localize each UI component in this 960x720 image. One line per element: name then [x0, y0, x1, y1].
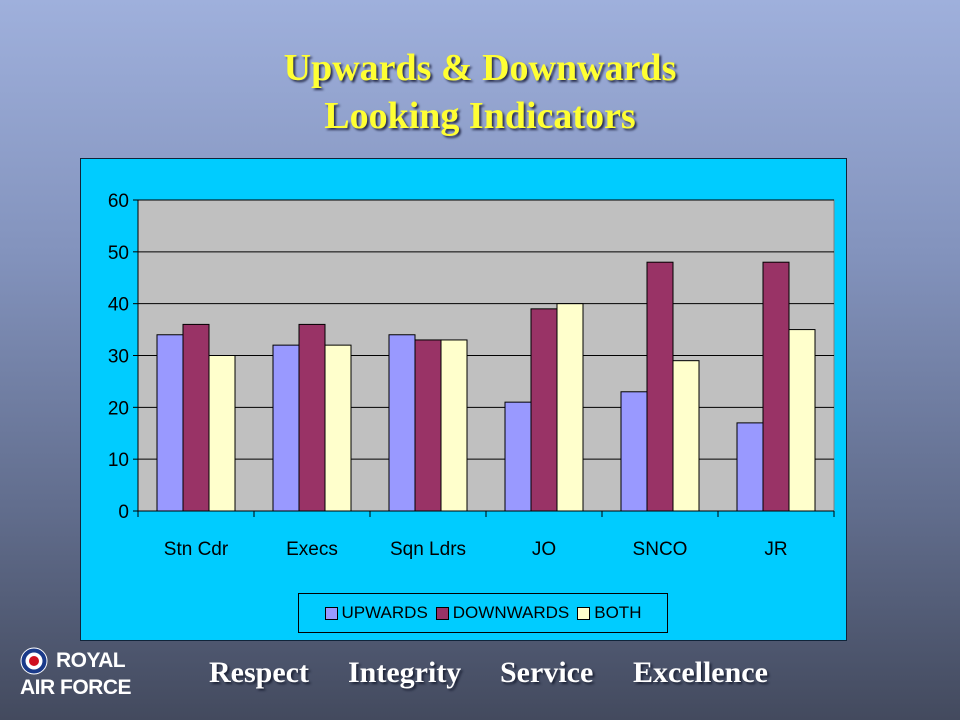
x-tick-label: JR — [764, 539, 787, 560]
bar-downwards-stn-cdr — [182, 323, 210, 512]
slide-title-line-2: Looking Indicators — [324, 95, 636, 137]
bar-upwards-execs — [272, 344, 300, 512]
value-service: Service — [500, 656, 594, 689]
bar-downwards-jr — [762, 261, 790, 512]
raf-logo: ROYAL AIR FORCE — [20, 645, 140, 705]
legend-label: DOWNWARDS — [452, 603, 570, 622]
x-tick-label: JO — [532, 539, 556, 560]
legend-item-upwards: UPWARDS — [324, 603, 428, 623]
chart-panel: 0 10 20 30 40 50 60 Stn Cdr Execs Sqn Ldrs JO SNCO J… — [80, 158, 847, 641]
bar-upwards-jo — [504, 401, 532, 512]
y-tick-label: 60 — [108, 191, 129, 212]
value-integrity: Integrity — [348, 656, 462, 689]
bar-both-stn-cdr — [208, 355, 236, 512]
legend-label: UPWARDS — [341, 603, 428, 622]
bar-downwards-sqn-ldrs — [414, 339, 442, 512]
slide-title-line-1: Upwards & Downwards — [283, 47, 677, 89]
bar-both-snco — [672, 360, 700, 512]
logo-text-royal: ROYAL — [56, 649, 126, 672]
bar-downwards-jo — [530, 308, 558, 512]
legend-swatch — [577, 606, 591, 620]
y-tick-label: 0 — [118, 502, 129, 523]
value-respect: Respect — [209, 656, 309, 689]
y-tick-label: 10 — [108, 450, 129, 471]
legend-item-both: BOTH — [577, 603, 641, 623]
x-tick-label: Execs — [286, 539, 338, 560]
logo-text-airforce: AIR FORCE — [20, 676, 132, 699]
bar-upwards-stn-cdr — [156, 334, 184, 512]
bar-both-jo — [556, 303, 584, 512]
bar-downwards-execs — [298, 323, 326, 512]
legend-label: BOTH — [594, 603, 642, 622]
bar-upwards-sqn-ldrs — [388, 334, 416, 512]
bar-both-sqn-ldrs — [440, 339, 468, 512]
slide-title: Upwards & Downwards Looking Indicators — [0, 44, 960, 140]
legend-swatch — [324, 606, 338, 620]
y-tick-label: 20 — [108, 398, 129, 419]
bar-both-jr — [788, 329, 816, 512]
bar-chart: 0 10 20 30 40 50 60 Stn Cdr Execs Sqn Ldrs JO SNCO J… — [108, 191, 835, 560]
bar-upwards-snco — [620, 391, 648, 512]
x-tick-label: Sqn Ldrs — [390, 539, 466, 560]
x-tick-label: SNCO — [633, 539, 688, 560]
bar-both-execs — [324, 344, 352, 512]
y-tick-label: 50 — [108, 243, 129, 264]
legend-swatch — [435, 606, 449, 620]
values-footer: Respect Integrity Service Excellence — [0, 656, 960, 696]
y-tick-label: 40 — [108, 295, 129, 316]
x-tick-label: Stn Cdr — [164, 539, 229, 560]
roundel-icon — [20, 647, 48, 675]
bar-upwards-jr — [736, 422, 764, 512]
value-excellence: Excellence — [633, 656, 768, 689]
y-tick-label: 30 — [108, 347, 129, 368]
chart-legend: UPWARDS DOWNWARDS BOTH — [298, 593, 668, 633]
bar-downwards-snco — [646, 261, 674, 512]
legend-item-downwards: DOWNWARDS — [435, 603, 570, 623]
